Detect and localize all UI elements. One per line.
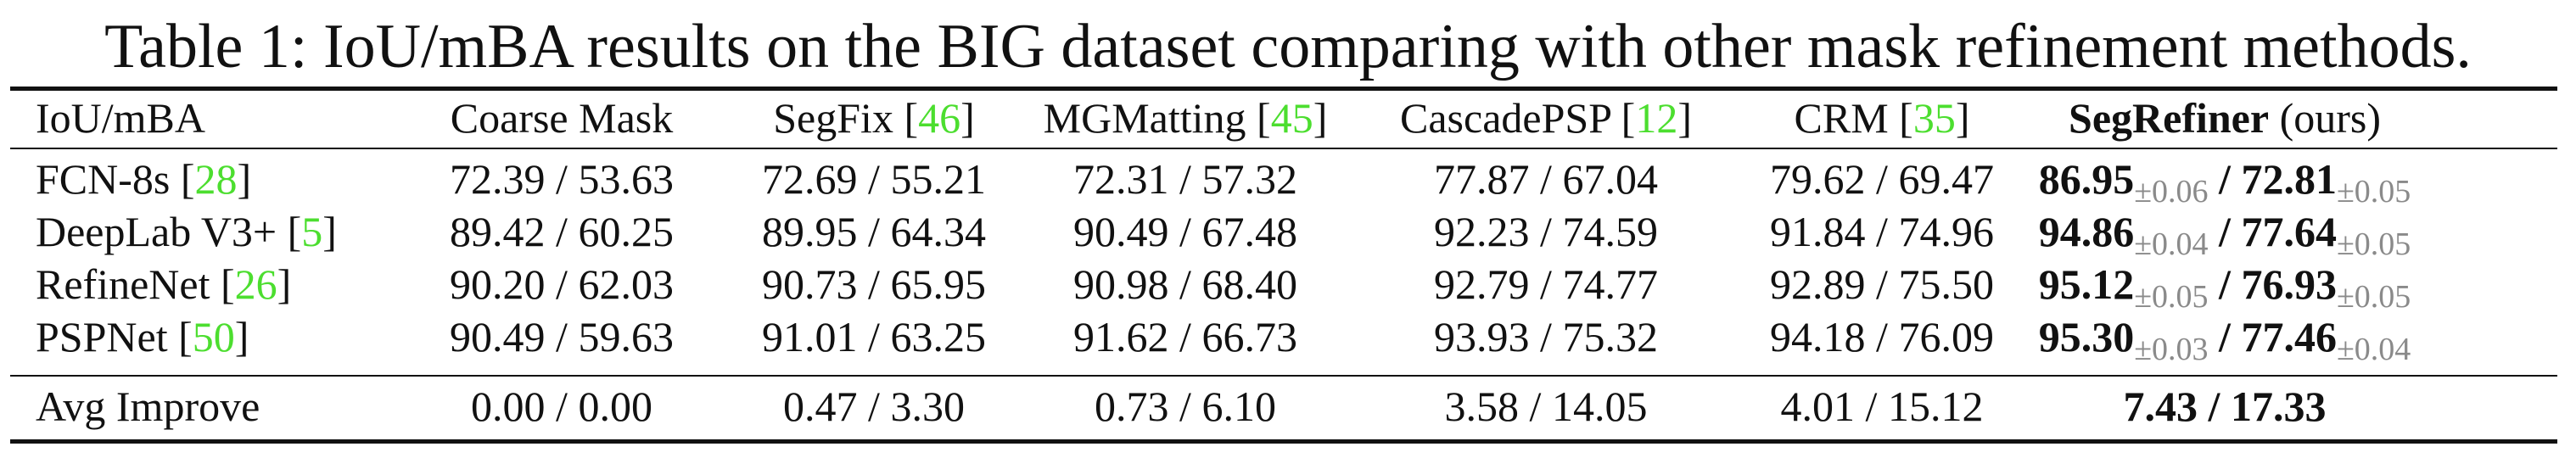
cell-coarse: 72.39 / 53.63 bbox=[450, 155, 674, 203]
cell-ours: 7.43 / 17.33 bbox=[2123, 383, 2327, 430]
row-name: RefineNet [26] bbox=[36, 260, 292, 308]
row-name: PSPNet [50] bbox=[36, 313, 249, 360]
cell-ours: 95.12±0.05 / 76.93±0.05 bbox=[2038, 260, 2411, 315]
header-mgmatting: MGMatting [45] bbox=[1043, 94, 1328, 142]
header-row: IoU/mBA Coarse Mask SegFix [46] MGMattin… bbox=[10, 90, 2557, 146]
bottom-rule bbox=[10, 439, 2557, 444]
header-ours: SegRefiner (ours) bbox=[2069, 94, 2381, 142]
cell-segfix: 89.95 / 64.34 bbox=[762, 208, 986, 255]
cell-segfix: 0.47 / 3.30 bbox=[783, 383, 965, 430]
cell-coarse: 90.20 / 62.03 bbox=[450, 260, 674, 308]
cell-mgmatting: 90.49 / 67.48 bbox=[1073, 208, 1297, 255]
citation-link[interactable]: 50 bbox=[192, 313, 235, 360]
header-rule bbox=[10, 148, 2557, 149]
table-row: FCN-8s [28] 72.39 / 53.63 72.69 / 55.21 … bbox=[10, 151, 2557, 209]
row-name: Avg Improve bbox=[36, 383, 260, 430]
cell-cascadepsp: 93.93 / 75.32 bbox=[1434, 313, 1658, 360]
citation-link[interactable]: 12 bbox=[1635, 94, 1678, 142]
table-row: PSPNet [50] 90.49 / 59.63 91.01 / 63.25 … bbox=[10, 309, 2557, 367]
cell-cascadepsp: 92.23 / 74.59 bbox=[1434, 208, 1658, 255]
header-cascadepsp: CascadePSP [12] bbox=[1400, 94, 1692, 142]
avg-rule bbox=[10, 375, 2557, 377]
header-coarse: Coarse Mask bbox=[450, 94, 674, 142]
cell-crm: 94.18 / 76.09 bbox=[1770, 313, 1994, 360]
cell-crm: 92.89 / 75.50 bbox=[1770, 260, 1994, 308]
cell-mgmatting: 90.98 / 68.40 bbox=[1073, 260, 1297, 308]
citation-link[interactable]: 26 bbox=[234, 260, 277, 308]
citation-link[interactable]: 46 bbox=[918, 94, 961, 142]
table-caption: Table 1: IoU/mBA results on the BIG data… bbox=[104, 12, 2472, 81]
header-segfix: SegFix [46] bbox=[773, 94, 975, 142]
cell-crm: 79.62 / 69.47 bbox=[1770, 155, 1994, 203]
cell-crm: 91.84 / 74.96 bbox=[1770, 208, 1994, 255]
cell-mgmatting: 91.62 / 66.73 bbox=[1073, 313, 1297, 360]
citation-link[interactable]: 28 bbox=[194, 155, 238, 203]
citation-link[interactable]: 45 bbox=[1270, 94, 1313, 142]
row-name: FCN-8s [28] bbox=[36, 155, 252, 203]
cell-cascadepsp: 92.79 / 74.77 bbox=[1434, 260, 1658, 308]
citation-link[interactable]: 35 bbox=[1912, 94, 1956, 142]
cell-ours: 94.86±0.04 / 77.64±0.05 bbox=[2038, 208, 2411, 262]
cell-coarse: 0.00 / 0.00 bbox=[471, 383, 652, 430]
cell-segfix: 90.73 / 65.95 bbox=[762, 260, 986, 308]
cell-ours: 86.95±0.06 / 72.81±0.05 bbox=[2038, 155, 2411, 209]
citation-link[interactable]: 5 bbox=[301, 208, 323, 255]
top-rule bbox=[10, 87, 2557, 91]
cell-coarse: 89.42 / 60.25 bbox=[450, 208, 674, 255]
header-metric: IoU/mBA bbox=[36, 94, 205, 142]
cell-ours: 95.30±0.03 / 77.46±0.04 bbox=[2038, 313, 2411, 367]
cell-mgmatting: 72.31 / 57.32 bbox=[1073, 155, 1297, 203]
table-row: DeepLab V3+ [5] 89.42 / 60.25 89.95 / 64… bbox=[10, 204, 2557, 262]
header-crm: CRM [35] bbox=[1794, 94, 1970, 142]
cell-crm: 4.01 / 15.12 bbox=[1780, 383, 1984, 430]
cell-cascadepsp: 3.58 / 14.05 bbox=[1444, 383, 1648, 430]
table-row: RefineNet [26] 90.20 / 62.03 90.73 / 65.… bbox=[10, 256, 2557, 315]
row-name: DeepLab V3+ [5] bbox=[36, 208, 337, 255]
cell-coarse: 90.49 / 59.63 bbox=[450, 313, 674, 360]
cell-segfix: 91.01 / 63.25 bbox=[762, 313, 986, 360]
cell-segfix: 72.69 / 55.21 bbox=[762, 155, 986, 203]
cell-cascadepsp: 77.87 / 67.04 bbox=[1434, 155, 1658, 203]
avg-row: Avg Improve 0.00 / 0.00 0.47 / 3.30 0.73… bbox=[10, 378, 2557, 434]
cell-mgmatting: 0.73 / 6.10 bbox=[1095, 383, 1276, 430]
